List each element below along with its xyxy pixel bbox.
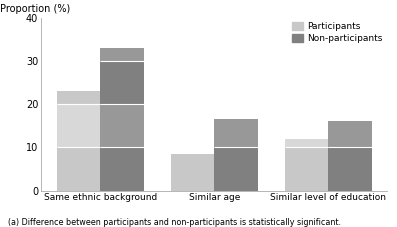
Bar [57, 91, 100, 104]
Bar [100, 104, 143, 147]
Bar [100, 147, 143, 191]
Bar [57, 104, 100, 147]
Bar [285, 147, 328, 191]
Bar [171, 154, 214, 191]
Text: (a) Difference between participants and non-participants is statistically signif: (a) Difference between participants and … [8, 218, 341, 227]
Bar [100, 48, 143, 61]
Legend: Participants, Non-participants: Participants, Non-participants [292, 22, 383, 43]
Bar [285, 139, 328, 147]
Bar [328, 147, 372, 191]
Bar [57, 147, 100, 191]
Bar [100, 61, 143, 104]
Bar [214, 119, 258, 147]
Text: Proportion (%): Proportion (%) [0, 4, 70, 14]
Bar [328, 121, 372, 147]
Bar [214, 147, 258, 191]
